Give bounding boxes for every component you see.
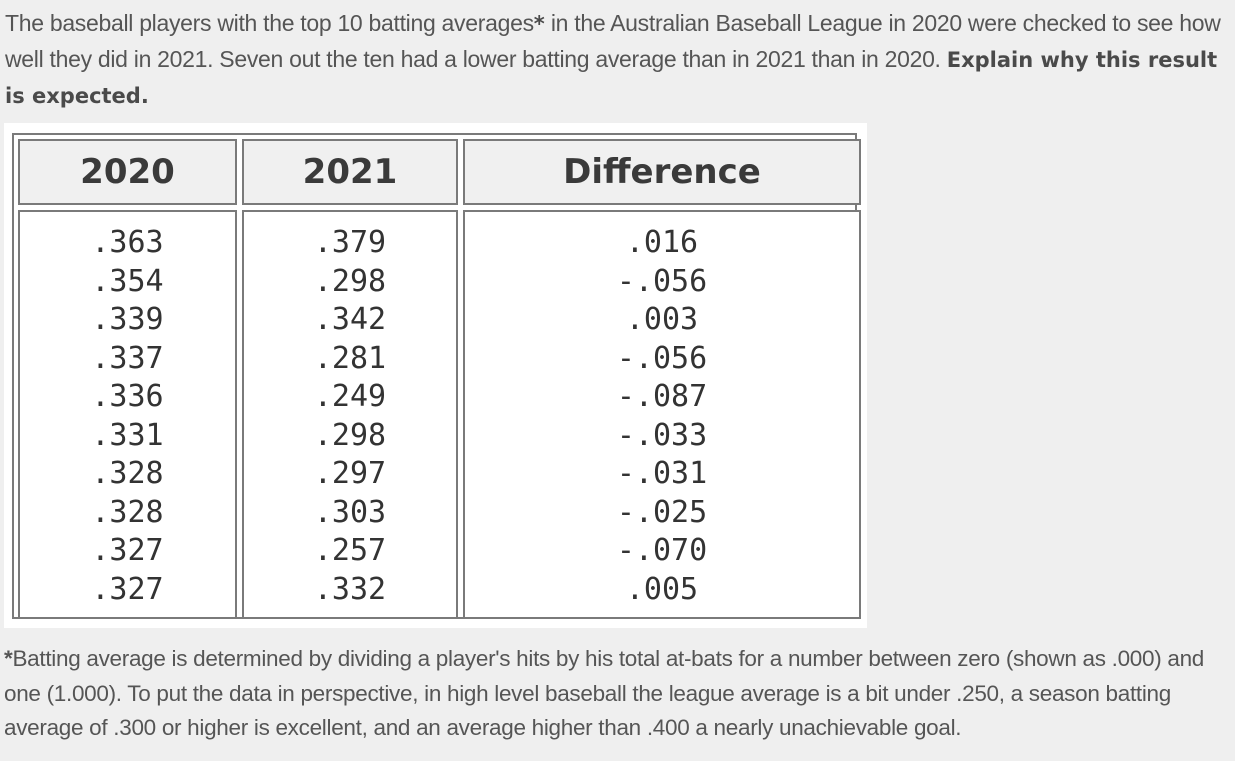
value-2021: .332 [313, 571, 387, 607]
value-2021: .303 [313, 494, 387, 530]
value-2021: .342 [313, 302, 387, 337]
header-2020: 2020 [18, 139, 237, 205]
question-emphasis: Explain why this result is expected. [5, 48, 1218, 108]
batting-table: 2020 .363 .354 .339 .337 .336 .331 .328 … [12, 133, 861, 619]
value-2020: .331 [91, 417, 164, 453]
value-2021: .298 [313, 417, 387, 453]
header-difference: Difference [463, 139, 861, 205]
question-text: The baseball players with the top 10 bat… [5, 6, 1230, 114]
intro-text: The baseball players with the top 10 bat… [5, 10, 534, 36]
batting-average-footnote: *Batting average is determined by dividi… [4, 642, 1229, 746]
value-difference: -.056 [616, 340, 708, 376]
value-2020: .354 [91, 263, 164, 299]
footnote-text: Batting average is determined by dividin… [4, 646, 1204, 740]
value-2021: .297 [313, 456, 387, 491]
value-2020: .336 [91, 379, 164, 414]
footnote-asterisk: * [4, 646, 13, 671]
value-2020: .327 [91, 533, 164, 568]
value-difference: -.033 [616, 417, 708, 453]
value-2021: .249 [313, 379, 387, 414]
value-2020: .328 [91, 494, 164, 530]
value-2021: .257 [313, 533, 387, 568]
batting-table-card: 2020 .363 .354 .339 .337 .336 .331 .328 … [4, 123, 867, 628]
intro-text-continued: in the Australian Baseball League in 202… [5, 10, 1221, 72]
value-2020: .328 [91, 456, 164, 491]
value-2021: .298 [313, 263, 387, 299]
value-difference: .016 [625, 225, 699, 260]
value-2020: .337 [91, 340, 164, 376]
value-2020: .363 [91, 225, 164, 260]
cell-2020-values: .363 .354 .339 .337 .336 .331 .328 .328 … [18, 210, 237, 619]
value-difference: -.070 [616, 533, 708, 568]
asterisk-marker: * [533, 12, 545, 36]
value-difference: .003 [625, 302, 699, 337]
value-difference: -.025 [616, 494, 708, 530]
cell-difference-values: .016 -.056 .003 -.056 -.087 -.033 -.031 … [463, 210, 861, 619]
value-2021: .379 [313, 225, 387, 260]
value-difference: -.056 [616, 263, 708, 299]
value-2020: .327 [91, 571, 164, 607]
value-difference: -.087 [616, 379, 708, 414]
value-difference: -.031 [616, 456, 708, 491]
cell-2021-values[interactable]: .379 .298 .342 .281 .249 .298 .297 .303 … [242, 210, 458, 619]
header-2021: 2021 [242, 139, 458, 205]
value-difference: .005 [625, 571, 699, 607]
value-2020: .339 [91, 302, 164, 337]
value-2021: .281 [313, 340, 387, 376]
